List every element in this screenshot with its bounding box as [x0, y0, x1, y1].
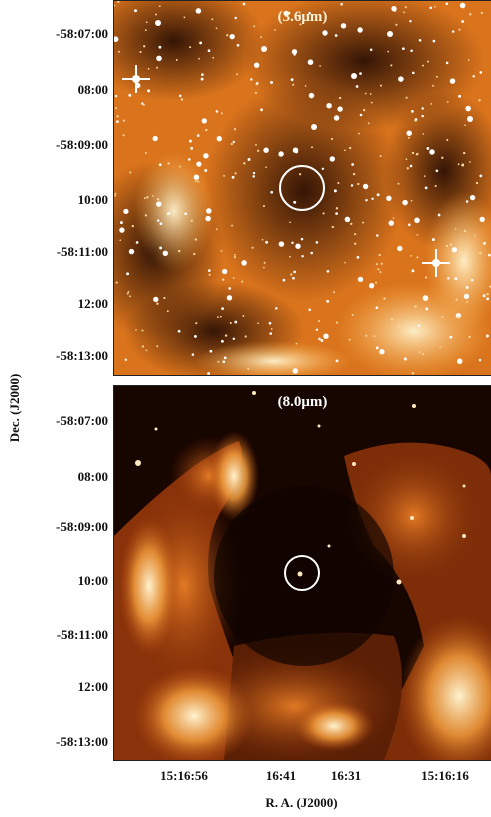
target-circle: [279, 165, 325, 211]
y-axis-label: Dec. (J2000): [7, 373, 22, 443]
band-label: (3.6μm): [277, 9, 328, 25]
x-tick-label: 15:16:16: [421, 768, 469, 783]
y-tick-label: 10:00: [77, 192, 108, 207]
y-tick-label: -58:07:00: [56, 26, 108, 41]
y-tick-label: 12:00: [77, 679, 108, 694]
y-tick-label: -58:09:00: [56, 137, 108, 152]
image-panel-8-0-micron: (8.0μm): [113, 385, 491, 761]
point-sources: [135, 391, 466, 585]
x-axis-label: R. A. (J2000): [265, 795, 338, 810]
y-tick-label: -58:07:00: [56, 413, 108, 428]
y-tick-label: 10:00: [77, 573, 108, 588]
y-tick-label: 08:00: [77, 469, 108, 484]
image-panel-3-6-micron: (3.6μm): [113, 0, 491, 376]
y-tick-label: -58:13:00: [56, 734, 108, 749]
x-tick-label: 15:16:56: [160, 768, 208, 783]
y-tick-label: 12:00: [77, 296, 108, 311]
y-tick-label: -58:11:00: [56, 244, 108, 259]
infrared-image-3-6-micron: [114, 1, 491, 375]
x-tick-label: 16:41: [265, 768, 297, 783]
y-tick-label: -58:09:00: [56, 519, 108, 534]
y-tick-label: -58:11:00: [56, 627, 108, 642]
target-circle: [284, 555, 320, 591]
infrared-image-8-0-micron: [114, 386, 491, 760]
bright-stars: [122, 20, 473, 277]
star-field: [114, 1, 491, 375]
band-label: (8.0μm): [277, 394, 328, 410]
x-tick-label: 16:31: [330, 768, 362, 783]
y-tick-label: -58:13:00: [56, 348, 108, 363]
y-tick-label: 08:00: [77, 82, 108, 97]
